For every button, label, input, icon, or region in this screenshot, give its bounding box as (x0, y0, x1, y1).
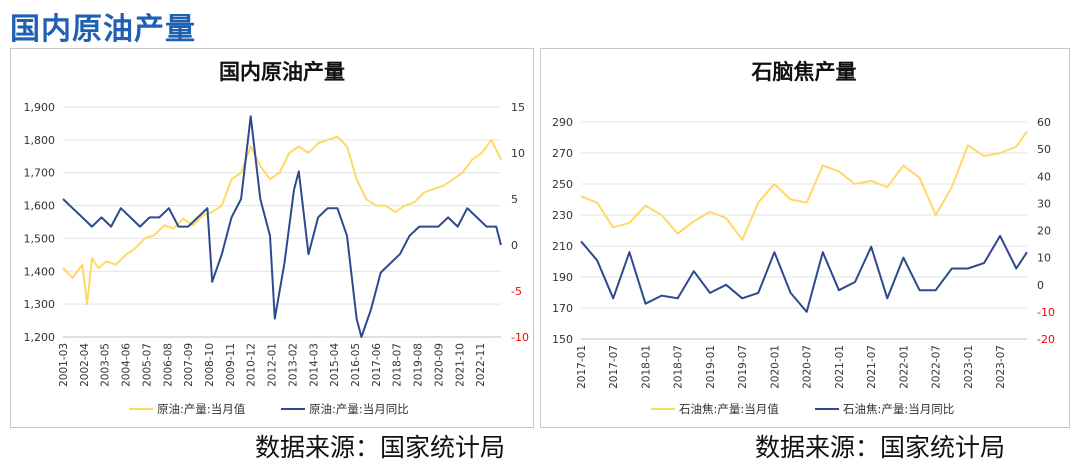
x-tick-label: 2017-01 (576, 345, 588, 389)
y-right-tick-label: 20 (1037, 225, 1051, 238)
y-left-tick-label: 1,900 (24, 101, 56, 114)
y-left-tick-label: 270 (552, 147, 573, 160)
x-tick-label: 2002-04 (79, 343, 91, 387)
y-right-tick-label: 30 (1037, 197, 1051, 210)
x-tick-label: 2009-11 (225, 343, 237, 387)
y-right-tick-label: 10 (1037, 252, 1051, 265)
y-left-tick-label: 210 (552, 240, 573, 253)
chart-title: 石脑焦产量 (751, 60, 857, 84)
crude-oil-chart-panel: 国内原油产量 1,200 1,300 1,400 1,500 1,600 1,700 1,80… (10, 48, 534, 428)
y-right-tick-label: 5 (511, 193, 518, 206)
legend-label: 石油焦:产量:当月值 (679, 402, 779, 416)
x-tick-label: 2004-06 (121, 343, 133, 387)
x-tick-label: 2005-07 (141, 343, 153, 387)
y-left-tick-label: 290 (552, 116, 573, 129)
x-tick-label: 2021-10 (454, 343, 466, 387)
petroleum-coke-chart-panel: 石脑焦产量 150 170 190 210 230 250 270 290 -20 -10 0 10 20… (540, 48, 1070, 428)
y-right-tick-label: 0 (1037, 279, 1044, 292)
series-line (62, 135, 502, 306)
x-tick-label: 2020-09 (433, 343, 445, 387)
x-tick-label: 2019-01 (705, 345, 717, 389)
x-tick-label: 2001-03 (58, 343, 70, 387)
x-tick-label: 2012-01 (267, 343, 279, 387)
y-left-tick-label: 190 (552, 271, 573, 284)
y-right-tick-label: -10 (511, 331, 529, 344)
x-tick-label: 2022-01 (898, 345, 910, 389)
y-right-tick-label: -5 (511, 285, 522, 298)
x-tick-label: 2021-01 (834, 345, 846, 389)
source-note-right: 数据来源：国家统计局 (755, 433, 1006, 462)
series-line (580, 130, 1028, 241)
x-tick-label: 2015-04 (329, 343, 341, 387)
x-tick-label: 2020-01 (769, 345, 781, 389)
x-tick-label: 2018-07 (673, 345, 685, 389)
source-note-left: 数据来源：国家统计局 (255, 433, 506, 462)
legend-label: 原油:产量:当月值 (157, 402, 246, 416)
x-tick-label: 2023-07 (995, 345, 1007, 389)
x-tick-label: 2021-07 (866, 345, 878, 389)
y-left-tick-label: 230 (552, 209, 573, 222)
y-left-tick-label: 1,800 (24, 134, 56, 147)
x-tick-label: 2013-02 (287, 343, 299, 387)
y-left-tick-label: 150 (552, 333, 573, 346)
chart-title: 国内原油产量 (219, 60, 345, 84)
x-tick-label: 2022-07 (931, 345, 943, 389)
x-tick-label: 2016-05 (350, 343, 362, 387)
x-tick-label: 2018-01 (640, 345, 652, 389)
y-right-tick-label: -10 (1037, 306, 1055, 319)
x-tick-label: 2003-05 (100, 343, 112, 387)
legend-label: 原油:产量:当月同比 (309, 402, 409, 416)
series-line (580, 234, 1028, 313)
x-tick-label: 2020-07 (802, 345, 814, 389)
series-line (62, 115, 502, 338)
x-tick-label: 2007-09 (183, 343, 195, 387)
y-left-tick-label: 1,500 (24, 232, 56, 245)
y-left-tick-label: 170 (552, 302, 573, 315)
y-left-tick-label: 1,400 (24, 265, 56, 278)
x-tick-label: 2018-07 (392, 343, 404, 387)
y-right-tick-label: 0 (511, 239, 518, 252)
x-tick-label: 2006-08 (162, 343, 174, 387)
x-tick-label: 2008-10 (204, 343, 216, 387)
x-tick-label: 2019-07 (737, 345, 749, 389)
x-tick-label: 2014-03 (308, 343, 320, 387)
y-right-tick-label: 40 (1037, 170, 1051, 183)
y-right-tick-label: 15 (511, 101, 525, 114)
y-right-tick-label: 50 (1037, 143, 1051, 156)
x-tick-label: 2019-08 (413, 343, 425, 387)
x-tick-label: 2017-07 (608, 345, 620, 389)
page-title: 国内原油产量 (10, 12, 196, 47)
y-left-tick-label: 1,600 (24, 200, 56, 213)
y-left-tick-label: 250 (552, 178, 573, 191)
crude-oil-chart: 国内原油产量 1,200 1,300 1,400 1,500 1,600 1,700 1,80… (24, 60, 529, 416)
y-right-tick-label: -20 (1037, 333, 1055, 346)
legend-label: 石油焦:产量:当月同比 (843, 402, 954, 416)
x-tick-label: 2022-11 (475, 343, 487, 387)
x-tick-label: 2017-06 (371, 343, 383, 387)
y-left-tick-label: 1,300 (24, 298, 56, 311)
y-right-tick-label: 60 (1037, 116, 1051, 129)
petroleum-coke-chart: 石脑焦产量 150 170 190 210 230 250 270 290 -20 -10 0 10 20… (552, 60, 1055, 416)
x-tick-label: 2023-01 (963, 345, 975, 389)
y-right-tick-label: 10 (511, 147, 525, 160)
y-left-tick-label: 1,700 (24, 167, 56, 180)
x-tick-label: 2010-12 (246, 343, 258, 387)
y-left-tick-label: 1,200 (24, 331, 56, 344)
